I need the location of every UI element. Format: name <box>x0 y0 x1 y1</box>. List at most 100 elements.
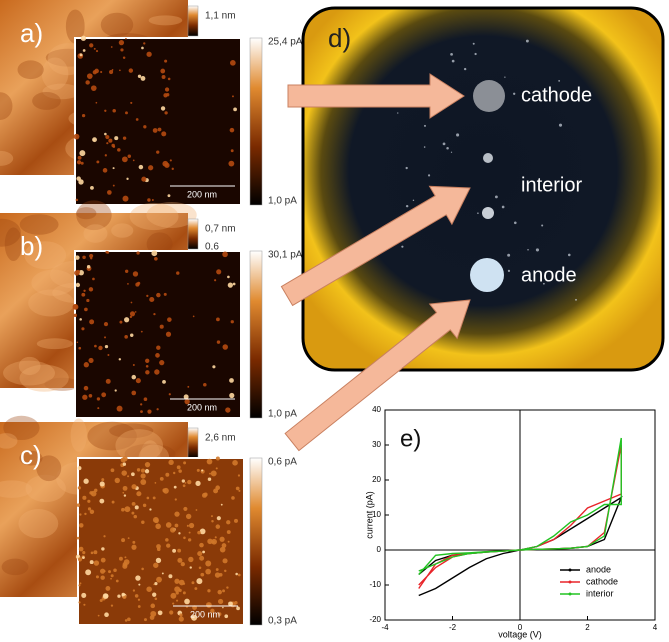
current-speckle <box>174 586 180 592</box>
current-speckle <box>194 587 197 590</box>
scale-bar-label: 200 nm <box>187 402 217 412</box>
current-speckle <box>125 38 127 40</box>
panel-label: a) <box>20 18 43 48</box>
current-speckle <box>78 486 81 489</box>
current-speckle <box>84 386 89 391</box>
current-speckle <box>107 190 112 195</box>
current-speckle <box>137 282 140 285</box>
x-tick-label: 4 <box>653 623 658 632</box>
current-speckle <box>155 353 160 358</box>
current-speckle <box>146 365 149 368</box>
current-speckle <box>104 612 109 617</box>
current-speckle <box>75 255 80 260</box>
current-speckle <box>177 549 181 553</box>
current-speckle <box>138 605 141 608</box>
current-speckle <box>183 507 187 511</box>
x-tick-label: -2 <box>449 623 457 632</box>
current-speckle <box>122 492 124 494</box>
legend-marker <box>569 569 572 572</box>
topography-texture <box>71 418 87 452</box>
current-speckle <box>164 163 169 168</box>
current-speckle <box>154 257 158 261</box>
current-speckle <box>174 511 179 516</box>
current-speckle <box>150 604 155 609</box>
photo-speck <box>424 146 426 148</box>
current-speckle <box>136 251 139 254</box>
current-speckle <box>83 290 85 292</box>
current-speckle <box>81 593 86 598</box>
current-speckle <box>84 362 89 367</box>
current-speckle <box>82 256 85 259</box>
current-speckle <box>91 551 94 554</box>
current-speckle <box>195 481 200 486</box>
anode-spot <box>470 258 504 292</box>
current-speckle <box>183 461 186 464</box>
current-speckle <box>119 321 122 324</box>
current-speckle <box>79 523 84 528</box>
current-speckle <box>103 168 108 173</box>
current-speckle <box>176 600 178 602</box>
current-speckle <box>207 589 210 592</box>
current-speckle <box>216 467 218 469</box>
current-speckle <box>215 572 220 577</box>
current-speckle <box>212 541 214 543</box>
photo-speck <box>464 68 466 70</box>
current-speckle <box>126 178 128 180</box>
current-speckle <box>175 498 177 500</box>
current-speckle <box>238 474 240 476</box>
current-speckle <box>128 154 131 157</box>
current-speckle <box>107 251 110 254</box>
current-speckle <box>179 580 185 586</box>
current-speckle <box>229 393 234 398</box>
site-label: interior <box>521 174 582 196</box>
current-speckle <box>168 194 171 197</box>
current-speckle <box>131 545 136 550</box>
current-speckle <box>184 599 190 605</box>
current-speckle <box>88 507 91 510</box>
current-speckle <box>221 504 223 506</box>
current-speckle <box>196 509 198 511</box>
figure: 1,1 nm200 nm25,4 pA1,0 pAa)0,7 nm0,6200 … <box>0 0 669 642</box>
current-speckle <box>146 52 151 57</box>
current-speckle <box>108 570 111 573</box>
current-speckle <box>226 586 228 588</box>
current-speckle <box>73 304 78 309</box>
current-speckle <box>232 460 238 466</box>
current-speckle <box>145 469 149 473</box>
current-speckle <box>192 581 195 584</box>
current-speckle <box>130 334 133 337</box>
current-speckle <box>78 601 80 603</box>
current-speckle <box>82 551 85 554</box>
topography-texture <box>37 338 73 349</box>
current-speckle <box>227 276 230 279</box>
current-speckle <box>203 383 207 387</box>
current-speckle <box>183 484 186 487</box>
current-speckle <box>141 47 144 50</box>
current-speckle <box>236 606 240 610</box>
current-speckle <box>111 468 115 472</box>
current-speckle <box>217 340 220 343</box>
topography-colorbar <box>188 219 198 249</box>
current-speckle <box>232 95 234 97</box>
current-speckle <box>148 165 153 170</box>
current-speckle <box>77 537 80 540</box>
current-speckle <box>208 477 211 480</box>
current-speckle <box>86 299 89 302</box>
current-speckle <box>170 593 176 599</box>
current-speckle <box>233 283 236 286</box>
current-speckle <box>216 456 220 460</box>
current-speckle <box>228 283 233 288</box>
current-speckle <box>92 137 97 142</box>
current-speckle <box>189 532 191 534</box>
current-speckle <box>201 469 203 471</box>
current-speckle <box>172 549 176 553</box>
current-speckle <box>158 610 163 615</box>
current-speckle <box>124 494 126 496</box>
current-speckle <box>224 570 226 572</box>
current-speckle <box>153 313 155 315</box>
current-speckle <box>79 547 84 552</box>
current-speckle <box>187 386 189 388</box>
current-speckle <box>90 257 92 259</box>
current-speckle <box>188 557 193 562</box>
current-speckle <box>199 543 204 548</box>
